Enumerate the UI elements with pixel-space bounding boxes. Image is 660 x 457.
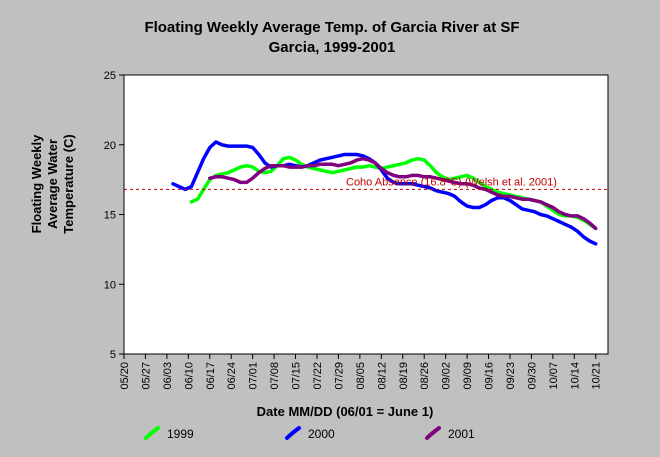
x-tick-label: 09/23 <box>505 362 517 390</box>
reference-line-label: Coho Absence (16.8°C) (Welsh et al. 2001… <box>346 176 557 188</box>
x-tick-label: 07/15 <box>291 362 303 390</box>
chart-title-line-1: Floating Weekly Average Temp. of Garcia … <box>144 19 519 36</box>
x-tick-label: 06/17 <box>205 362 217 390</box>
x-tick-label: 07/22 <box>312 362 324 390</box>
y-axis: 5 10 15 20 25 <box>104 70 124 361</box>
y-tick-label: 10 <box>104 279 116 291</box>
x-tick-label: 06/03 <box>162 362 174 390</box>
x-tick-label: 06/10 <box>183 362 195 390</box>
x-tick-label: 08/19 <box>398 362 410 390</box>
x-tick-label: 10/21 <box>591 362 603 390</box>
x-axis: 05/20 05/27 06/03 06/10 06/17 06/24 07/01 07/08… <box>119 354 603 390</box>
series-group <box>171 140 598 246</box>
y-tick-label: 25 <box>104 70 116 82</box>
y-tick-label: 15 <box>104 210 116 222</box>
y-axis-title-line-1: Floating Weekly <box>29 134 44 233</box>
y-axis-title-line-2: Average Water <box>45 139 60 229</box>
x-tick-label: 07/08 <box>269 362 281 390</box>
legend-swatch-2000 <box>285 426 301 440</box>
x-tick-label: 07/29 <box>333 362 345 390</box>
legend-label-2001: 2001 <box>448 427 475 441</box>
legend-swatch-2001 <box>425 426 441 440</box>
x-tick-label: 09/09 <box>462 362 474 390</box>
y-tick-label: 20 <box>104 140 116 152</box>
x-tick-label: 09/02 <box>441 362 453 390</box>
series-line-2001 <box>208 156 598 231</box>
x-tick-label: 05/27 <box>140 362 152 390</box>
x-tick-label: 05/20 <box>119 362 131 390</box>
x-tick-label: 08/26 <box>419 362 431 390</box>
reference-line-group: Coho Absence (16.8°C) (Welsh et al. 2001… <box>124 176 608 190</box>
legend-swatch-1999 <box>144 426 160 440</box>
x-tick-label: 07/01 <box>248 362 260 390</box>
x-tick-label: 09/16 <box>484 362 496 390</box>
x-tick-label: 08/12 <box>376 362 388 390</box>
legend: 1999 2000 2001 <box>144 426 475 441</box>
y-tick-label: 5 <box>110 349 116 361</box>
plot-area <box>123 74 609 355</box>
x-tick-label: 06/24 <box>226 362 238 390</box>
series-line-2000 <box>171 140 598 246</box>
chart-title-line-2: Garcia, 1999-2001 <box>269 39 396 56</box>
x-tick-label: 10/07 <box>548 362 560 390</box>
x-tick-label: 08/05 <box>355 362 367 390</box>
y-axis-title-line-3: Temperature (C) <box>61 134 76 233</box>
x-tick-label: 09/30 <box>526 362 538 390</box>
x-axis-title: Date MM/DD (06/01 = June 1) <box>257 404 434 419</box>
x-tick-label: 10/14 <box>569 362 581 390</box>
legend-label-2000: 2000 <box>308 427 335 441</box>
legend-label-1999: 1999 <box>167 427 194 441</box>
